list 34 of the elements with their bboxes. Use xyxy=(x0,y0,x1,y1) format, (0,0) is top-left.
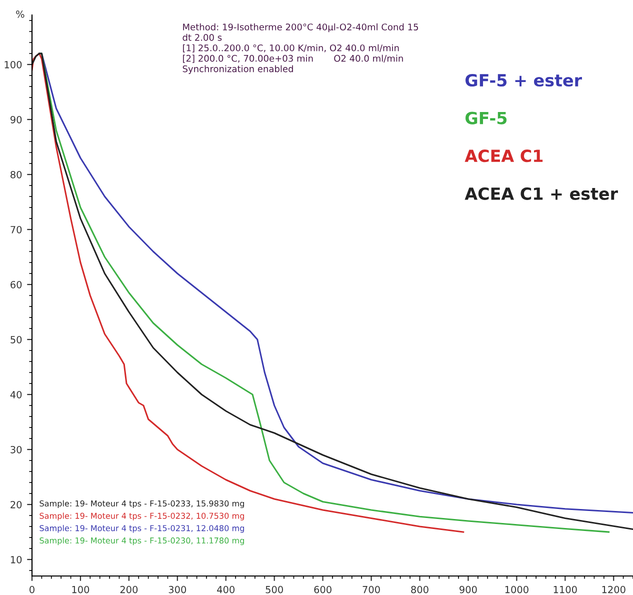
annotation: Sample: 19- Moteur 4 tps - F-15-0230, 11.1780 mg xyxy=(40,537,244,546)
text: GF-5 xyxy=(466,112,507,124)
text: ACEA C1 + ester xyxy=(464,187,618,200)
line-series xyxy=(32,52,464,533)
x-tick-label: 200 xyxy=(120,586,138,594)
x-tick-label: 1100 xyxy=(554,586,577,594)
annotation: Sample: 19- Moteur 4 tps - F-15-0231, 12.0480 mg xyxy=(40,524,244,533)
x-tick-label: 100 xyxy=(72,586,90,594)
y-tick-label: 50 xyxy=(10,336,22,344)
annotation: Sample: 19- Moteur 4 tps - F-15-0233, 15.9830 mg xyxy=(40,500,244,508)
y-tick-label: 20 xyxy=(10,500,22,508)
annotation: Method: 19-Isotherme 200°C 40µl-O2-40ml Cond 15 dt 2.00 s [1] 25.0..200.0 °C, 10.00 K/min, O2 40.0 ml/min [2] 200.0 °C, 70.00e+03 min O2 40.0 ml/min Synchronization enabled xyxy=(182,23,418,74)
x-tick-label: 800 xyxy=(411,586,428,594)
y-tick-label: 60 xyxy=(10,280,22,288)
y-tick-label: 30 xyxy=(10,446,22,454)
x-tick-label: 1200 xyxy=(602,586,626,594)
y-tick-label: 90 xyxy=(10,116,22,124)
x-tick-label: 300 xyxy=(168,586,186,594)
y-tick-label: 10 xyxy=(10,556,22,564)
x-tick-label: 700 xyxy=(362,586,380,594)
text: ACEA C1 xyxy=(464,150,543,162)
text: GF-5 + ester xyxy=(466,74,582,87)
annotation: Sample: 19- Moteur 4 tps - F-15-0232, 10.7530 mg xyxy=(40,512,244,520)
y-axis-title: % xyxy=(16,10,24,18)
x-tick-label: 900 xyxy=(460,586,477,594)
y-tick-label: 100 xyxy=(4,60,22,68)
x-tick-label: 0 xyxy=(30,586,34,594)
y-tick-label: 70 xyxy=(10,226,22,234)
x-tick-label: 500 xyxy=(266,586,283,594)
x-tick-label: 600 xyxy=(314,586,332,594)
x-tick-label: 1000 xyxy=(505,586,528,594)
x-tick-label: 400 xyxy=(217,586,235,594)
y-tick-label: 80 xyxy=(10,170,22,178)
y-tick-label: 40 xyxy=(10,390,22,398)
